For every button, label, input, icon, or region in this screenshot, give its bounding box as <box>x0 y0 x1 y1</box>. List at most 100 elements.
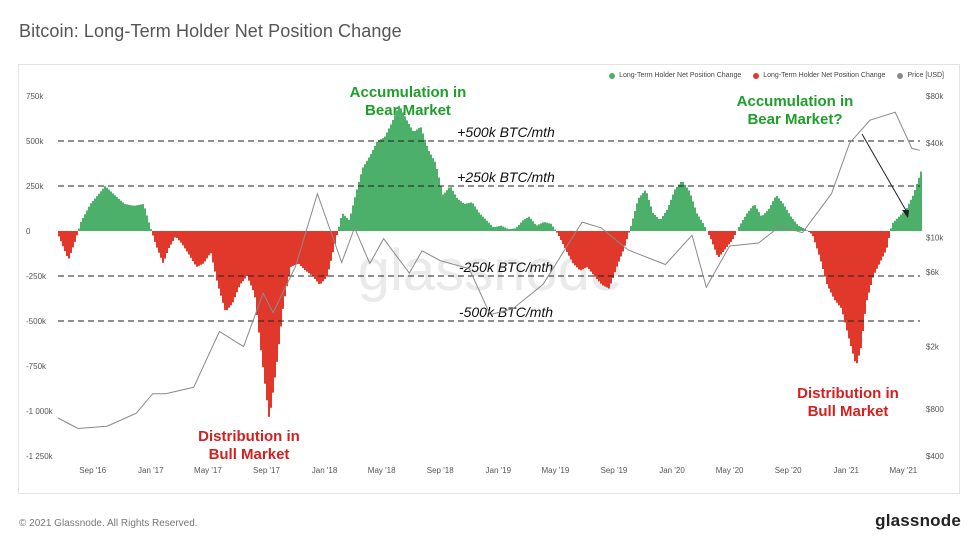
net-position-bar-negative <box>160 231 162 258</box>
net-position-bar-positive <box>524 219 526 231</box>
net-position-bar-positive <box>116 197 118 231</box>
net-position-bar-negative <box>304 231 306 271</box>
net-position-bar-negative <box>708 231 710 235</box>
y-left-tick-label: 500k <box>26 137 44 146</box>
annotation-text: Bull Market <box>808 403 889 420</box>
net-position-bar-positive <box>386 132 388 231</box>
net-position-bar-positive <box>742 220 744 231</box>
chart-legend: Long-Term Holder Net Position Change Lon… <box>609 72 944 79</box>
net-position-bar-negative <box>604 231 606 287</box>
net-position-bar-negative <box>186 231 188 252</box>
y-right-tick-label: $6k <box>926 268 940 277</box>
net-position-bar-positive <box>366 160 368 231</box>
net-position-bar-positive <box>762 215 764 231</box>
net-position-bar-positive <box>122 202 124 231</box>
reference-line-label: -500k BTC/mth <box>459 304 553 320</box>
net-position-bar-negative <box>330 231 332 261</box>
net-position-bar-negative <box>852 231 854 354</box>
net-position-bar-negative <box>840 231 842 308</box>
legend-item-negative[interactable]: Long-Term Holder Net Position Change <box>753 72 885 79</box>
net-position-bar-positive <box>444 192 446 231</box>
net-position-bar-negative <box>182 231 184 246</box>
y-left-tick-label: -1 000k <box>26 407 54 416</box>
net-position-bar-positive <box>450 187 452 231</box>
net-position-bar-positive <box>806 230 808 231</box>
net-position-bar-negative <box>216 231 218 281</box>
net-position-bar-positive <box>460 201 462 231</box>
net-position-bar-positive <box>476 209 478 231</box>
net-position-bar-negative <box>884 231 886 253</box>
net-position-bar-positive <box>350 213 352 231</box>
net-position-bar-positive <box>78 228 80 231</box>
net-position-bar-positive <box>132 205 134 231</box>
net-position-bar-negative <box>156 231 158 248</box>
net-position-bar-positive <box>104 186 106 231</box>
net-position-bar-negative <box>198 231 200 266</box>
x-tick-label: May '20 <box>716 466 744 475</box>
net-position-bar-positive <box>380 139 382 231</box>
x-tick-label: May '17 <box>194 466 222 475</box>
net-position-bar-positive <box>464 203 466 231</box>
net-position-bar-negative <box>610 231 612 284</box>
net-position-bar-positive <box>404 116 406 231</box>
net-position-bar-negative <box>254 231 256 298</box>
net-position-bar-positive <box>506 228 508 231</box>
net-position-bar-negative <box>628 231 630 233</box>
net-position-bar-positive <box>738 226 740 231</box>
net-position-bar-negative <box>176 231 178 239</box>
net-position-bar-negative <box>598 231 600 282</box>
net-position-bar-positive <box>84 214 86 231</box>
legend-item-price[interactable]: Price [USD] <box>897 72 944 79</box>
net-position-bar-positive <box>636 203 638 231</box>
net-position-bar-negative <box>58 231 60 237</box>
net-position-bar-positive <box>340 218 342 231</box>
net-position-bar-negative <box>314 231 316 279</box>
net-position-bar-negative <box>232 231 234 303</box>
net-position-bar-negative <box>328 231 330 270</box>
net-position-bar-negative <box>208 231 210 256</box>
net-position-bar-negative <box>62 231 64 247</box>
net-position-bar-positive <box>740 223 742 231</box>
net-position-bar-negative <box>154 231 156 242</box>
net-position-bar-positive <box>916 183 918 231</box>
net-position-bar-positive <box>910 199 912 231</box>
net-position-bar-positive <box>690 195 692 231</box>
net-position-bar-positive <box>904 210 906 231</box>
net-position-bar-positive <box>546 222 548 231</box>
net-position-bar-positive <box>674 189 676 231</box>
net-position-bar-positive <box>448 187 450 231</box>
net-position-bar-positive <box>642 193 644 231</box>
net-position-bar-positive <box>106 187 108 231</box>
net-position-bar-negative <box>714 231 716 250</box>
net-position-bar-negative <box>874 231 876 273</box>
net-position-bar-negative <box>188 231 190 255</box>
x-tick-label: Jan '20 <box>659 466 685 475</box>
annotation-text: Bear Market <box>365 102 451 119</box>
net-position-bar-negative <box>858 231 860 356</box>
net-position-bar-positive <box>472 203 474 231</box>
net-position-bar-negative <box>204 231 206 262</box>
net-position-bar-negative <box>284 231 286 297</box>
net-position-bar-negative <box>832 231 834 297</box>
net-position-bar-negative <box>210 231 212 254</box>
net-position-bar-positive <box>700 219 702 231</box>
legend-dot-positive <box>609 72 616 79</box>
net-position-bar-positive <box>342 213 344 231</box>
net-position-bar-positive <box>504 227 506 231</box>
annotation-text: Distribution in <box>797 385 899 402</box>
net-position-bar-positive <box>456 197 458 231</box>
net-position-bar-positive <box>92 200 94 231</box>
net-position-bar-negative <box>158 231 160 253</box>
net-position-bar-negative <box>590 231 592 272</box>
net-position-bar-positive <box>902 212 904 231</box>
net-position-bar-positive <box>430 154 432 231</box>
net-position-bar-negative <box>618 231 620 262</box>
net-position-bar-positive <box>498 226 500 231</box>
net-position-bar-negative <box>244 231 246 279</box>
net-position-bar-negative <box>560 231 562 241</box>
net-position-bar-negative <box>268 231 270 417</box>
net-position-bar-negative <box>64 231 66 252</box>
net-position-bar-negative <box>194 231 196 265</box>
legend-item-positive[interactable]: Long-Term Holder Net Position Change <box>609 72 741 79</box>
net-position-bar-negative <box>600 231 602 284</box>
